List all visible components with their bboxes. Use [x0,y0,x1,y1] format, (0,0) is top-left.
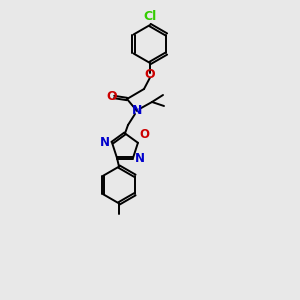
Text: Cl: Cl [143,10,157,23]
Text: N: N [100,136,110,149]
Text: N: N [132,104,142,118]
Text: O: O [106,91,117,103]
Text: O: O [140,128,149,141]
Text: O: O [145,68,155,80]
Text: N: N [135,152,145,164]
